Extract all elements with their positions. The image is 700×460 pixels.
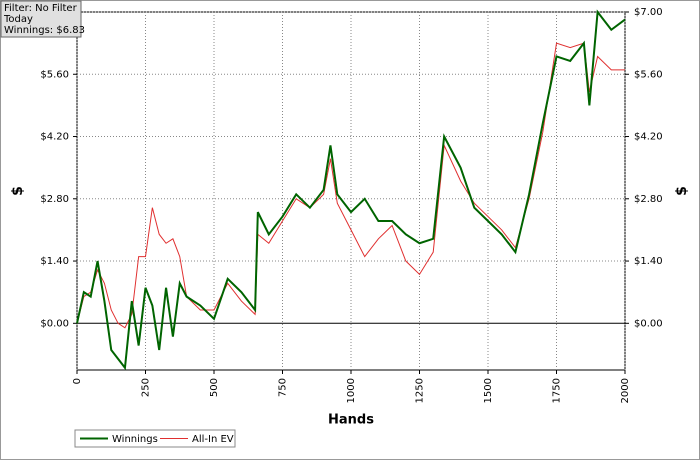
x-tick-label: 1250 bbox=[415, 378, 426, 403]
y2-tick-label: $4.20 bbox=[634, 132, 663, 143]
y-tick-label: $5.60 bbox=[40, 69, 69, 80]
x-tick-label: 250 bbox=[141, 378, 152, 397]
y2-tick-label: $5.60 bbox=[634, 69, 663, 80]
y-tick-label: $4.20 bbox=[40, 132, 69, 143]
y-tick-label: $2.80 bbox=[40, 194, 69, 205]
x-tick-label: 1000 bbox=[346, 378, 357, 403]
y-tick-label: $1.40 bbox=[40, 256, 69, 267]
x-axis-label: Hands bbox=[328, 413, 374, 428]
y-axis-label: $ bbox=[10, 186, 26, 196]
y2-tick-label: $0.00 bbox=[634, 318, 663, 329]
info-box bbox=[0, 0, 82, 38]
legend-label: Winnings bbox=[112, 434, 158, 445]
y2-tick-label: $2.80 bbox=[634, 194, 663, 205]
x-tick-label: 750 bbox=[278, 378, 289, 397]
y2-tick-label: $1.40 bbox=[634, 256, 663, 267]
info-text: Winnings: $6.83 bbox=[4, 25, 85, 36]
x-tick-label: 500 bbox=[209, 378, 220, 397]
x-tick-label: 1500 bbox=[483, 378, 494, 403]
y2-axis-label: $ bbox=[674, 186, 690, 196]
x-tick-label: 0 bbox=[72, 378, 83, 384]
x-tick-label: 1750 bbox=[552, 378, 563, 403]
legend-label: All-In EV bbox=[192, 434, 234, 445]
plot-area bbox=[76, 11, 626, 371]
y2-tick-label: $7.00 bbox=[634, 7, 663, 18]
info-text: Filter: No Filter bbox=[4, 3, 78, 14]
legend-box bbox=[74, 429, 236, 448]
series-line bbox=[76, 9, 626, 371]
y-tick-label: $0.00 bbox=[40, 318, 69, 329]
x-tick-label: 2000 bbox=[620, 378, 631, 403]
info-text: Today bbox=[3, 14, 33, 25]
